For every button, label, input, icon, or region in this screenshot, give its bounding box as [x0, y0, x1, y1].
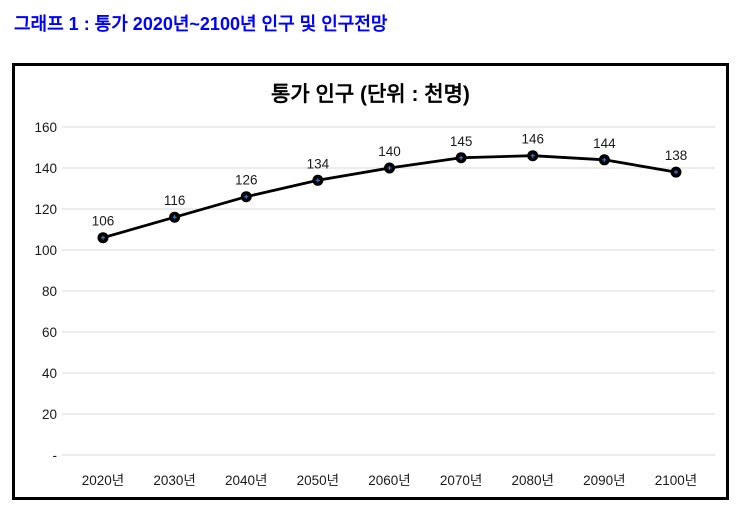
- data-label: 144: [593, 136, 616, 151]
- y-tick-label: 20: [42, 407, 57, 422]
- x-tick-label: 2050년: [297, 473, 339, 488]
- figure-caption: 그래프 1 : 통가 2020년~2100년 인구 및 인구전망: [14, 14, 388, 34]
- line-chart: - 20 40 60 80 100 120 140 160 2020년 2030년 2040년 2050…: [34, 120, 715, 488]
- y-tick-label: 60: [42, 325, 57, 340]
- x-tick-label: 2070년: [440, 473, 482, 488]
- chart-title: 통가 인구 (단위 : 천명): [271, 83, 470, 106]
- x-tick-label: 2040년: [225, 473, 267, 488]
- x-tick-label: 2080년: [512, 473, 554, 488]
- data-label: 145: [450, 134, 473, 149]
- y-tick-label: 100: [34, 243, 57, 258]
- data-label: 134: [307, 156, 330, 171]
- x-tick-label: 2090년: [583, 473, 625, 488]
- y-tick-label: 140: [34, 161, 57, 176]
- data-label: 146: [521, 132, 544, 147]
- x-tick-label: 2020년: [82, 473, 124, 488]
- x-tick-label: 2100년: [655, 473, 697, 488]
- data-label: 116: [164, 193, 186, 208]
- y-tick-label: 80: [42, 284, 57, 299]
- data-label: 126: [235, 173, 258, 188]
- x-tick-label: 2060년: [368, 473, 410, 488]
- y-tick-label: 160: [34, 120, 57, 135]
- y-tick-label: -: [53, 448, 58, 463]
- chart-frame: - 20 40 60 80 100 120 140 160 2020년 2030년 2040년 2050…: [12, 63, 729, 500]
- y-tick-label: 120: [34, 202, 57, 217]
- data-label: 106: [92, 214, 115, 229]
- data-label: 138: [665, 148, 688, 163]
- x-tick-label: 2030년: [153, 473, 195, 488]
- data-label: 140: [378, 144, 401, 159]
- y-tick-label: 40: [42, 366, 57, 381]
